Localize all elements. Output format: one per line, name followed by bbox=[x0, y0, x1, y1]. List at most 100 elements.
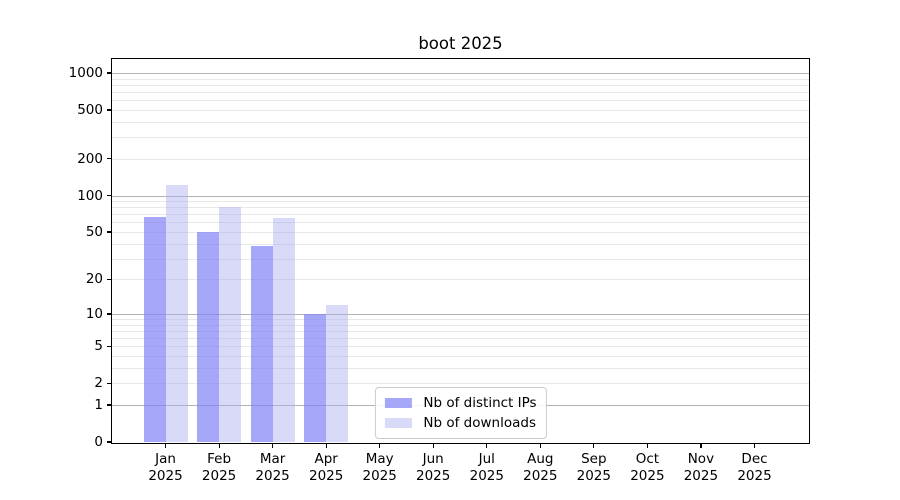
bar-distinct-ips bbox=[197, 232, 220, 442]
y-tick-mark bbox=[107, 278, 112, 281]
x-tick-year: 2025 bbox=[416, 468, 451, 484]
y-tick-label: 5 bbox=[94, 338, 103, 355]
y-tick-label: 20 bbox=[85, 271, 103, 288]
x-tick-label: Dec 2025 bbox=[737, 451, 771, 485]
x-tick-label: Nov 2025 bbox=[684, 451, 718, 485]
x-tick-mark bbox=[379, 443, 381, 448]
x-tick-mark bbox=[646, 443, 649, 448]
major-gridline bbox=[112, 72, 809, 74]
x-tick-month: Jul bbox=[478, 451, 495, 467]
x-tick-year: 2025 bbox=[255, 468, 290, 484]
y-tick-mark bbox=[107, 382, 112, 384]
y-tick-label: 50 bbox=[85, 224, 103, 240]
minor-gridline bbox=[112, 121, 809, 123]
major-gridline bbox=[112, 313, 809, 315]
y-tick-label: 1 bbox=[94, 397, 103, 413]
x-tick-month: Jun bbox=[422, 451, 444, 467]
x-tick-month: Aug bbox=[527, 451, 554, 467]
x-tick-year: 2025 bbox=[309, 468, 344, 484]
x-tick-label: Jan 2025 bbox=[148, 451, 182, 485]
gridlines-layer bbox=[112, 59, 809, 443]
minor-gridline bbox=[112, 100, 809, 102]
x-tick-year: 2025 bbox=[630, 468, 665, 484]
minor-gridline bbox=[112, 319, 809, 320]
x-tick-year: 2025 bbox=[148, 468, 183, 484]
y-tick-mark bbox=[107, 345, 112, 347]
legend-label: Nb of downloads bbox=[423, 415, 536, 431]
minor-gridline bbox=[112, 222, 809, 224]
minor-gridline bbox=[112, 78, 809, 80]
legend-swatch bbox=[384, 418, 412, 428]
minor-gridline bbox=[112, 207, 809, 209]
x-tick-year: 2025 bbox=[576, 468, 611, 484]
x-tick-mark bbox=[486, 443, 488, 448]
x-tick-year: 2025 bbox=[201, 468, 237, 484]
y-tick-label: 200 bbox=[77, 150, 103, 167]
y-tick-mark bbox=[107, 313, 112, 315]
x-tick-mark bbox=[218, 443, 220, 448]
minor-gridline bbox=[112, 258, 809, 260]
y-tick-mark bbox=[107, 441, 112, 443]
x-tick-mark bbox=[539, 443, 541, 448]
legend-item: Nb of distinct IPs bbox=[384, 393, 537, 413]
y-tick-label: 10 bbox=[85, 305, 103, 322]
y-tick-mark bbox=[107, 231, 112, 233]
y-tick-mark bbox=[107, 158, 112, 160]
x-tick-year: 2025 bbox=[683, 468, 719, 484]
bar-downloads bbox=[165, 184, 188, 442]
legend-swatch bbox=[384, 398, 412, 408]
y-tick-mark bbox=[107, 194, 112, 197]
x-tick-label: Sep 2025 bbox=[577, 451, 611, 485]
y-tick-mark bbox=[107, 109, 112, 111]
x-tick-month: Mar bbox=[259, 451, 286, 467]
x-tick-label: Oct 2025 bbox=[630, 451, 664, 485]
bar-distinct-ips bbox=[250, 246, 273, 442]
y-tick-label: 1000 bbox=[68, 64, 103, 81]
y-tick-label: 2 bbox=[94, 375, 103, 392]
x-tick-mark bbox=[432, 443, 434, 448]
x-tick-mark bbox=[272, 443, 274, 448]
minor-gridline bbox=[112, 232, 809, 233]
minor-gridline bbox=[112, 84, 809, 86]
x-tick-label: Jun 2025 bbox=[416, 451, 450, 485]
x-tick-month: Jan bbox=[155, 451, 176, 467]
minor-gridline bbox=[112, 243, 809, 245]
major-gridline bbox=[112, 195, 809, 197]
minor-gridline bbox=[112, 201, 809, 202]
x-tick-year: 2025 bbox=[523, 468, 558, 484]
minor-gridline bbox=[112, 356, 809, 357]
x-tick-month: Oct bbox=[635, 451, 660, 467]
minor-gridline bbox=[112, 137, 809, 139]
x-tick-label: May 2025 bbox=[363, 451, 397, 485]
minor-gridline bbox=[112, 92, 809, 93]
y-tick-label: 0 bbox=[94, 434, 103, 450]
legend: Nb of distinct IPs Nb of downloads bbox=[374, 387, 547, 439]
x-tick-label: Apr 2025 bbox=[309, 451, 343, 485]
x-tick-mark bbox=[700, 443, 702, 448]
x-tick-month: Sep bbox=[581, 451, 607, 467]
minor-gridline bbox=[112, 109, 809, 111]
minor-gridline bbox=[112, 158, 809, 160]
x-tick-month: Feb bbox=[207, 451, 232, 467]
x-tick-year: 2025 bbox=[469, 468, 504, 484]
bar-downloads bbox=[326, 305, 349, 442]
x-tick-year: 2025 bbox=[737, 468, 772, 484]
minor-gridline bbox=[112, 279, 809, 281]
x-tick-label: Feb 2025 bbox=[202, 451, 236, 485]
x-tick-label: Mar 2025 bbox=[255, 451, 289, 485]
minor-gridline bbox=[112, 338, 809, 340]
minor-gridline bbox=[112, 324, 809, 326]
x-tick-mark bbox=[325, 443, 327, 448]
y-axis-ticks: 0 1 2 5 10 20 50 100 200 500 1000 bbox=[69, 59, 809, 450]
x-tick-mark bbox=[164, 443, 167, 448]
x-tick-month: Dec bbox=[741, 451, 768, 467]
bars-layer bbox=[112, 59, 809, 443]
y-tick-mark bbox=[107, 404, 112, 406]
y-tick-label: 500 bbox=[77, 101, 103, 118]
bar-downloads bbox=[219, 207, 242, 442]
x-tick-month: Nov bbox=[687, 451, 715, 467]
y-tick-label: 100 bbox=[77, 187, 103, 204]
minor-gridline bbox=[112, 214, 809, 216]
minor-gridline bbox=[112, 367, 809, 369]
